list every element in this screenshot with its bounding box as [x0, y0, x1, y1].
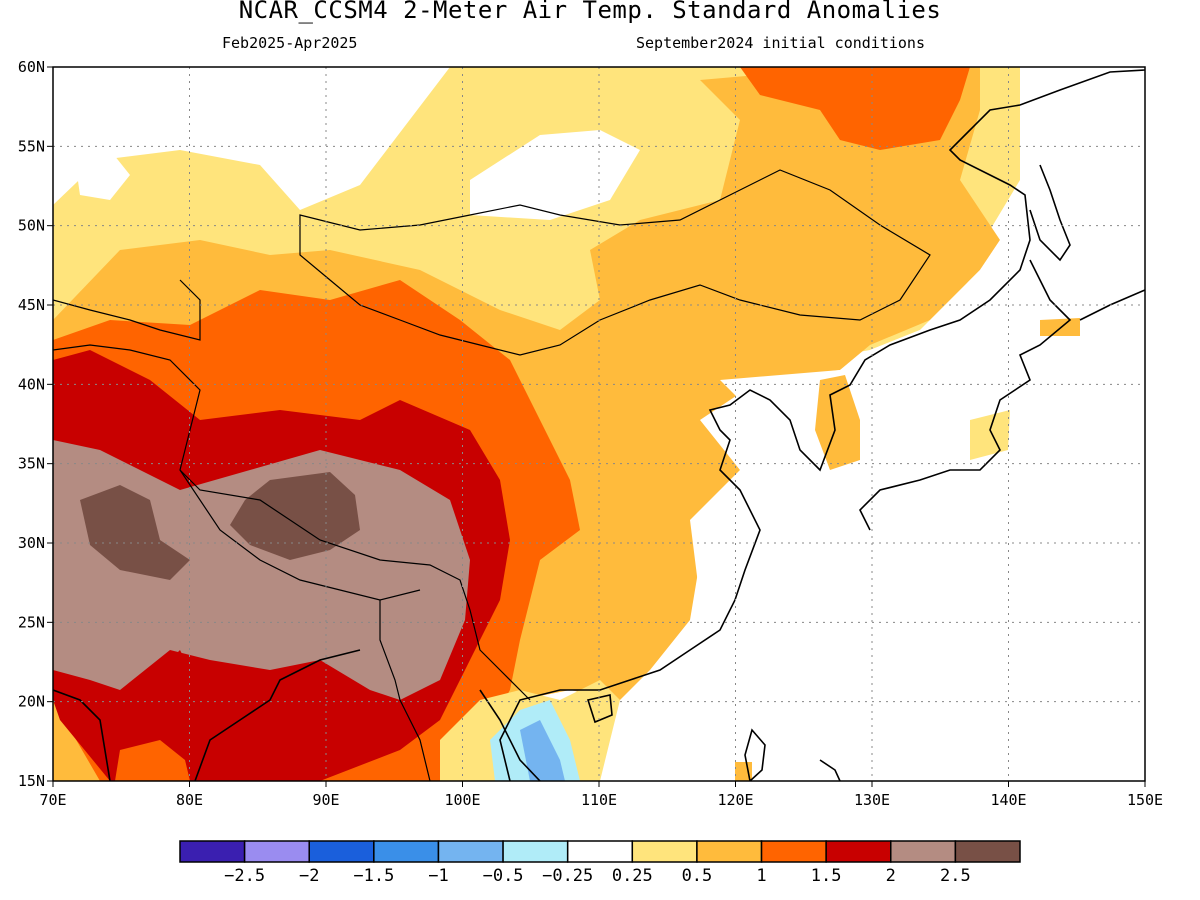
coastline-japan	[859, 259, 1072, 531]
initial-conditions: September2024 initial conditions	[636, 34, 925, 52]
colorbar-label: −0.25	[542, 866, 593, 886]
lon-tick-label: 90E	[312, 791, 339, 809]
colorbar-swatch	[760, 840, 827, 863]
colorbar-label: 0.5	[682, 866, 713, 886]
colorbar-label: 1	[756, 866, 766, 886]
border-india-myanmar	[379, 600, 431, 781]
colorbar-label: −1.5	[353, 866, 394, 886]
anomaly-region-white-west	[75, 150, 130, 200]
lon-tick-label: 140E	[990, 791, 1026, 809]
axis-labels: 70E 80E 90E 100E 110E 120E 130E 140E 150E 15N 20N 2…	[18, 58, 1163, 809]
colorbar-label: −2	[299, 866, 319, 886]
colorbar-swatch	[308, 840, 375, 863]
lat-tick-label: 50N	[18, 217, 45, 235]
anomaly-region-india-orange	[115, 740, 190, 781]
colorbar-label: −2.5	[224, 866, 265, 886]
lon-tick-label: 80E	[176, 791, 203, 809]
lat-tick-label: 55N	[18, 137, 45, 155]
coastline-hainan	[586, 694, 613, 724]
lon-tick-label: 70E	[39, 791, 66, 809]
colorbar-swatch	[373, 840, 440, 863]
colorbar-swatch	[890, 840, 957, 863]
border-central-asia	[53, 279, 201, 341]
coastline-india	[53, 649, 361, 781]
colorbar-label: 2	[886, 866, 896, 886]
coastline-east-asia	[499, 69, 1145, 781]
anomaly-region-indochina-blue	[520, 720, 565, 781]
anomaly-region-darkbrown-west	[80, 485, 190, 580]
anomaly-region-white-north	[470, 130, 640, 220]
colorbar-swatch	[243, 840, 310, 863]
colorbar-swatch	[631, 840, 698, 863]
colorbar-swatch	[179, 840, 246, 863]
map-title: NCAR_CCSM4 2-Meter Air Temp. Standard An…	[238, 0, 942, 24]
coastline-philippines	[819, 759, 841, 781]
anomaly-region-japan-east	[1040, 318, 1080, 336]
border-china-west	[53, 344, 531, 701]
lat-tick-label: 60N	[18, 58, 45, 76]
lon-tick-label: 130E	[854, 791, 890, 809]
lat-tick-label: 40N	[18, 375, 45, 393]
coastline-indochina	[479, 689, 541, 781]
colorbar-swatch	[825, 840, 892, 863]
anomaly-region-korea	[815, 375, 860, 470]
colorbar-swatch	[437, 840, 504, 863]
colorbar-swatch	[696, 840, 763, 863]
coastline-sakhalin	[1029, 164, 1071, 262]
lon-tick-label: 150E	[1127, 791, 1163, 809]
colorbar-label: −0.5	[483, 866, 524, 886]
colorbar-swatch	[954, 840, 1021, 863]
lat-tick-label: 20N	[18, 693, 45, 711]
coastlines	[53, 69, 1145, 781]
grid-lines	[53, 67, 1145, 781]
lat-tick-label: 15N	[18, 772, 45, 790]
colorbar-swatch	[502, 840, 569, 863]
country-borders	[53, 169, 931, 781]
colorbar-swatch	[566, 840, 634, 863]
lat-tick-label: 45N	[18, 296, 45, 314]
anomaly-region-brown	[53, 440, 470, 700]
colorbar-label: 1.5	[811, 866, 842, 886]
colorbar-label: 0.25	[612, 866, 653, 886]
colorbar: −2.5 −2 −1.5 −1 −0.5 −0.25 0.25 0.5 1 1.5 2 2.5	[179, 840, 1021, 886]
lat-tick-label: 30N	[18, 534, 45, 552]
lon-tick-label: 120E	[717, 791, 753, 809]
colorbar-label: −1	[428, 866, 448, 886]
anomaly-fill-layer	[53, 67, 1145, 781]
anomaly-region-orange-north	[740, 67, 970, 150]
lat-tick-label: 25N	[18, 613, 45, 631]
anomaly-region-darkbrown	[230, 472, 360, 560]
lon-tick-label: 100E	[444, 791, 480, 809]
lat-tick-label: 35N	[18, 455, 45, 473]
forecast-period: Feb2025-Apr2025	[222, 34, 358, 52]
coastline-taiwan	[744, 728, 766, 781]
colorbar-label: 2.5	[940, 866, 971, 886]
anomaly-region-japan-light	[970, 410, 1010, 460]
lon-tick-label: 110E	[581, 791, 617, 809]
border-mongolia	[299, 169, 931, 356]
